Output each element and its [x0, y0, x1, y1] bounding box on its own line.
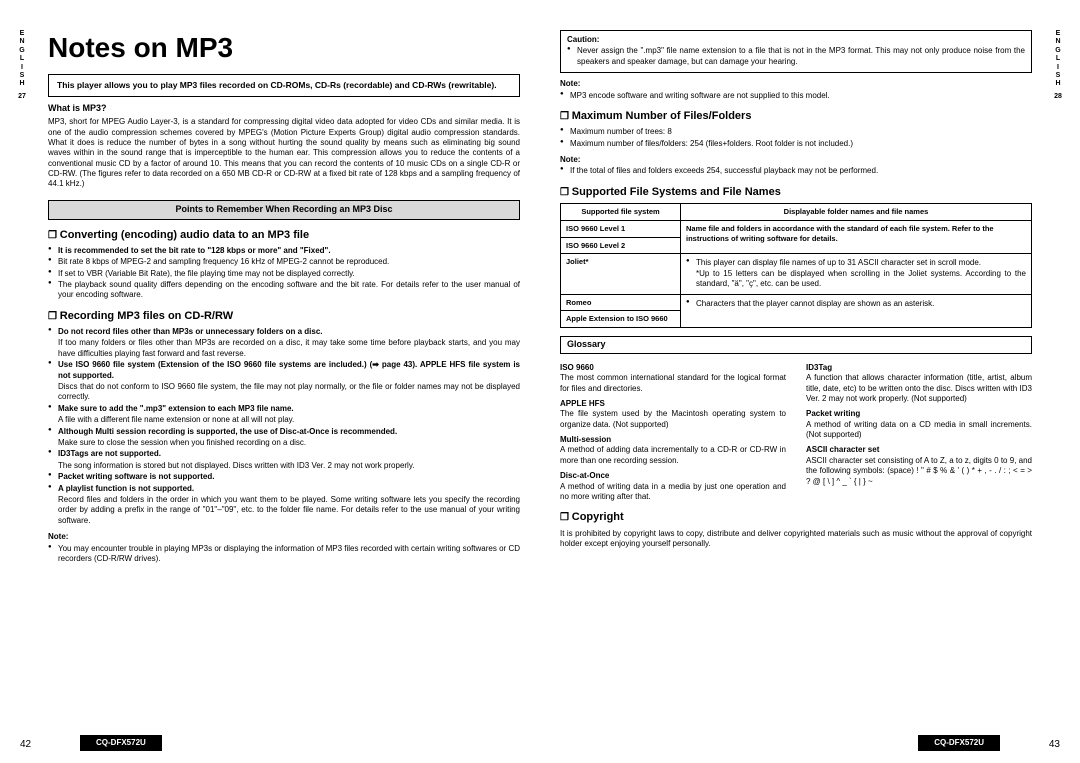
note2-heading: Note: [560, 79, 1032, 89]
list-item: The playback sound quality differs depen… [48, 280, 520, 301]
glossary-term: APPLE HFS [560, 399, 786, 409]
glossary-def: A method of writing data on a CD media i… [806, 420, 1032, 441]
glossary-def: A method of adding data incrementally to… [560, 445, 786, 466]
fs-cell: Characters that the player cannot displa… [681, 294, 1032, 328]
list-item: If set to VBR (Variable Bit Rate), the f… [48, 269, 520, 279]
glossary-term: ISO 9660 [560, 363, 786, 373]
list-item: Packet writing software is not supported… [48, 472, 520, 482]
glossary-def: ASCII character set consisting of A to Z… [806, 456, 1032, 487]
note3-heading: Note: [560, 155, 1032, 165]
fs-cell: ISO 9660 Level 1 [561, 220, 681, 237]
glossary-term: Disc-at-Once [560, 471, 786, 481]
list-item: If the total of files and folders exceed… [560, 166, 1032, 176]
caution-title: Caution: [567, 35, 599, 44]
fs-cell: Romeo [561, 294, 681, 311]
list-item: Maximum number of trees: 8 [560, 127, 1032, 137]
model-bar-left: CQ-DFX572U [80, 735, 162, 751]
supported-heading: Supported File Systems and File Names [560, 185, 1032, 199]
glossary-def: The file system used by the Macintosh op… [560, 409, 786, 430]
glossary-def: A function that allows character informa… [806, 373, 1032, 404]
converting-list: It is recommended to set the bit rate to… [48, 246, 520, 301]
glossary-def: A method of writing data in a media by j… [560, 482, 786, 503]
lang-right: ENGLISH [1048, 30, 1068, 89]
fs-cell: Apple Extension to ISO 9660 [561, 311, 681, 328]
recording-heading: Recording MP3 files on CD-R/RW [48, 309, 520, 323]
copyright-body: It is prohibited by copyright laws to co… [560, 529, 1032, 550]
list-item: ID3Tags are not supported.The song infor… [48, 449, 520, 471]
converting-heading: Converting (encoding) audio data to an M… [48, 228, 520, 242]
note1-list: You may encounter trouble in playing MP3… [48, 544, 520, 565]
side-tab-left: ENGLISH 27 [12, 30, 32, 101]
lang-left: ENGLISH [12, 30, 32, 89]
page-num-left: 42 [20, 738, 31, 751]
what-is-heading: What is MP3? [48, 103, 520, 115]
page-num-right: 43 [1049, 738, 1060, 751]
list-item: A playlist function is not supported.Rec… [48, 484, 520, 527]
maxfiles-heading: Maximum Number of Files/Folders [560, 109, 1032, 123]
fs-table: Supported file system Displayable folder… [560, 203, 1032, 328]
copyright-heading: Copyright [560, 510, 1032, 524]
list-item: Although Multi session recording is supp… [48, 427, 520, 449]
list-item: You may encounter trouble in playing MP3… [48, 544, 520, 565]
recording-list: Do not record files other than MP3s or u… [48, 327, 520, 526]
fs-header2: Displayable folder names and file names [681, 204, 1032, 221]
glossary-def: The most common international standard f… [560, 373, 786, 394]
side-page-left: 27 [12, 93, 32, 101]
glossary-heading: Glossary [560, 336, 1032, 354]
list-item: Use ISO 9660 file system (Extension of t… [48, 360, 520, 403]
fs-cell: ISO 9660 Level 2 [561, 237, 681, 254]
caution-list: Never assign the ".mp3" file name extens… [567, 46, 1025, 67]
fs-cell: This player can display file names of up… [681, 254, 1032, 294]
side-page-right: 28 [1048, 93, 1068, 101]
fs-cell: Joliet* [561, 254, 681, 294]
side-tab-right: ENGLISH 28 [1048, 30, 1068, 101]
list-item: Never assign the ".mp3" file name extens… [567, 46, 1025, 67]
list-item: Make sure to add the ".mp3" extension to… [48, 404, 520, 426]
fs-cell: Name file and folders in accordance with… [681, 220, 1032, 254]
what-is-body: MP3, short for MPEG Audio Layer-3, is a … [48, 117, 520, 190]
model-bar-right: CQ-DFX572U [918, 735, 1000, 751]
maxfiles-list: Maximum number of trees: 8 Maximum number… [560, 127, 1032, 149]
list-item: Maximum number of files/folders: 254 (fi… [560, 139, 1032, 149]
glossary-cols: ISO 9660The most common international st… [560, 358, 1032, 503]
glossary-term: ASCII character set [806, 445, 1032, 455]
list-item: Bit rate 8 kbps of MPEG-2 and sampling f… [48, 257, 520, 267]
note1-heading: Note: [48, 532, 520, 542]
note3-list: If the total of files and folders exceed… [560, 166, 1032, 176]
list-item: It is recommended to set the bit rate to… [48, 246, 520, 256]
glossary-term: Multi-session [560, 435, 786, 445]
fs-header1: Supported file system [561, 204, 681, 221]
list-item: Do not record files other than MP3s or u… [48, 327, 520, 359]
note2-list: MP3 encode software and writing software… [560, 91, 1032, 101]
intro-box: This player allows you to play MP3 files… [48, 74, 520, 97]
caution-box: Caution: Never assign the ".mp3" file na… [560, 30, 1032, 73]
list-item: MP3 encode software and writing software… [560, 91, 1032, 101]
glossary-term: Packet writing [806, 409, 1032, 419]
page-title: Notes on MP3 [48, 30, 520, 66]
glossary-term: ID3Tag [806, 363, 1032, 373]
section-bar: Points to Remember When Recording an MP3… [48, 200, 520, 220]
